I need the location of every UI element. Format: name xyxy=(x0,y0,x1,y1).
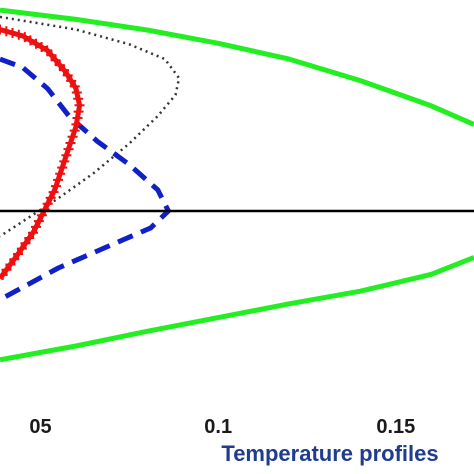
series-3-marker-7 xyxy=(36,42,47,52)
x-tick-labels: 05 0.1 0.15 xyxy=(29,416,415,438)
series-3-marker-13 xyxy=(62,70,73,81)
series-3-marker-33 xyxy=(45,192,56,203)
series-3-marker-30 xyxy=(53,174,64,185)
series-3-marker-15 xyxy=(69,81,80,92)
series-3-marker-39 xyxy=(28,227,38,238)
series-3-marker-29 xyxy=(55,168,66,179)
x-tick-label-0: 05 xyxy=(29,416,51,438)
series-3-marker-0 xyxy=(0,24,5,35)
series-1 xyxy=(0,15,181,238)
series-3-marker-34 xyxy=(42,198,53,209)
series-3-marker-22 xyxy=(69,125,80,136)
series-3-marker-31 xyxy=(51,181,61,192)
series-3-marker-40 xyxy=(24,233,35,243)
series-3-marker-23 xyxy=(67,131,78,142)
series-3-marker-2 xyxy=(7,28,18,38)
series-3-marker-24 xyxy=(65,138,76,148)
series-3-marker-25 xyxy=(63,144,74,155)
series-3-marker-47 xyxy=(0,269,8,280)
series-3-marker-41 xyxy=(20,238,31,249)
series-3-marker-35 xyxy=(39,204,50,215)
series-3-marker-46 xyxy=(1,264,12,275)
series-3-marker-5 xyxy=(25,35,36,46)
series-3-marker-20 xyxy=(72,113,83,123)
series-2 xyxy=(0,56,171,302)
series-3-marker-21 xyxy=(71,119,82,130)
series-2-line xyxy=(0,56,171,302)
series-3-marker-45 xyxy=(5,259,16,270)
series-3-marker-26 xyxy=(61,150,72,161)
series-3-marker-37 xyxy=(33,216,44,227)
series-3-marker-16 xyxy=(71,87,82,98)
series-3 xyxy=(0,24,85,280)
series-3-marker-12 xyxy=(59,65,69,76)
series-3-marker-19 xyxy=(73,106,84,117)
x-tick-label-2: 0.15 xyxy=(376,416,415,438)
series-1-line xyxy=(0,15,181,238)
series-3-marker-6 xyxy=(31,38,41,49)
series-3-marker-4 xyxy=(19,32,30,43)
series-3-marker-42 xyxy=(16,243,27,254)
series-3-marker-27 xyxy=(59,156,70,167)
series-3-marker-28 xyxy=(57,162,68,173)
series-layer xyxy=(0,7,474,363)
series-3-marker-32 xyxy=(48,187,59,198)
series-3-marker-38 xyxy=(31,221,41,232)
x-axis-label: Temperature profiles xyxy=(221,441,438,466)
x-tick-label-1: 0.1 xyxy=(204,416,232,438)
series-0 xyxy=(0,7,474,363)
series-3-marker-44 xyxy=(9,254,20,265)
series-3-marker-17 xyxy=(73,93,84,104)
series-3-marker-3 xyxy=(13,29,24,40)
series-3-marker-14 xyxy=(66,75,77,86)
series-0-line xyxy=(0,7,474,363)
series-3-marker-43 xyxy=(13,249,24,259)
series-3-marker-1 xyxy=(1,26,12,37)
